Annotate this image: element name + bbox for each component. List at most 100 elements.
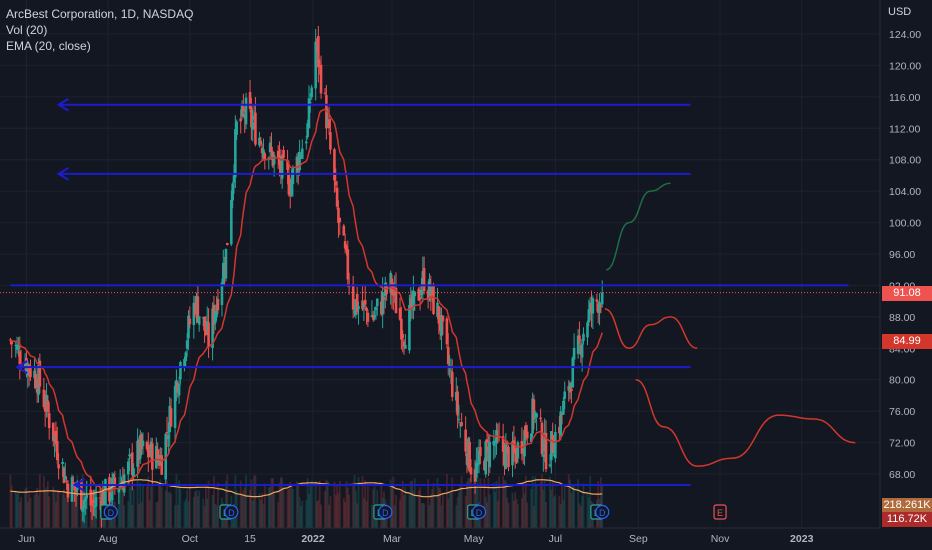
candle-body (504, 444, 508, 470)
candle-body (288, 190, 292, 196)
volume-bar (10, 485, 13, 528)
projection-curve[interactable] (635, 378, 856, 467)
candle-body (270, 146, 273, 152)
volume-bar (357, 476, 360, 528)
candle-body (438, 320, 442, 332)
candle-body (539, 417, 542, 420)
candle-body (515, 451, 518, 463)
candle-body (464, 429, 467, 452)
candle-body (117, 488, 121, 493)
candle-body (98, 497, 102, 499)
projection-curve[interactable] (604, 308, 698, 350)
volume-bar (129, 487, 132, 528)
candle-body (493, 445, 497, 447)
candle-body (140, 434, 143, 450)
volume-bar (587, 497, 590, 528)
projection-curve[interactable] (605, 182, 671, 271)
dividend-marker-icon[interactable] (224, 504, 239, 520)
volume-bar (393, 505, 396, 528)
time-axis-tick-label: Jul (549, 533, 562, 545)
volume-bar (354, 490, 357, 528)
volume-bar (476, 475, 479, 528)
dividend-marker-icon[interactable] (103, 504, 118, 520)
volume-bar (346, 488, 349, 528)
candle-body (156, 449, 159, 459)
candle-body (587, 309, 591, 323)
candle-body (357, 306, 360, 310)
volume-bar (176, 505, 179, 528)
candle-body (110, 477, 114, 500)
ema-price-tag: 84.99 (882, 334, 932, 349)
dividend-marker-icon[interactable] (471, 504, 487, 520)
candle-body (382, 297, 386, 300)
volume-bar (336, 485, 339, 528)
volume-bar (175, 474, 178, 528)
candle-body (542, 454, 545, 457)
candle-body (299, 156, 303, 158)
volume-bar (269, 486, 272, 528)
chart-legend: ArcBest Corporation, 1D, NASDAQ Vol (20)… (6, 6, 193, 54)
candle-body (235, 121, 238, 135)
candle-body (70, 477, 74, 502)
volume-bar (273, 492, 276, 528)
candle-body (570, 388, 573, 392)
price-axis-tick-label: 80.00 (889, 375, 915, 387)
volume-bar (522, 485, 525, 528)
candle-body (65, 481, 68, 483)
candle-body (231, 183, 234, 201)
candle-body (26, 363, 30, 376)
dividend-marker-icon[interactable] (595, 504, 610, 520)
volume-bar (167, 492, 170, 528)
candle-body (579, 345, 583, 355)
dividend-marker-icon[interactable] (378, 504, 393, 520)
candle-body (51, 422, 55, 441)
volume-bar (166, 480, 168, 528)
candle-body (477, 450, 481, 465)
volume-bar (356, 503, 359, 528)
volume-bar (401, 481, 404, 528)
ema-indicator-label[interactable]: EMA (20, close) (6, 39, 91, 53)
volume-bar (492, 482, 495, 528)
volume-tag: 116.72K (882, 512, 932, 527)
volume-bar (507, 502, 510, 528)
volume-bar (561, 483, 563, 528)
dividend-marker-label: D (382, 508, 389, 518)
candle-body (418, 297, 422, 300)
candle-body (14, 344, 18, 346)
candle-body (34, 373, 38, 388)
candle-body (465, 453, 469, 465)
candle-body (503, 448, 506, 466)
volume-bar (18, 502, 21, 528)
volume-bar (326, 481, 329, 528)
earnings-marker-icon[interactable] (713, 504, 727, 520)
volume-bar (427, 479, 430, 528)
volume-bar (571, 485, 574, 528)
candle-body (145, 442, 149, 450)
volume-bar (286, 489, 289, 528)
candle-body (476, 462, 479, 466)
dividend-marker-label: D (228, 508, 235, 518)
volume-bar (298, 497, 301, 528)
volume-bar (44, 489, 47, 528)
candle-body (259, 140, 263, 144)
volume-bar (400, 490, 403, 528)
volume-bar (542, 489, 545, 528)
volume-bar (34, 493, 37, 528)
candle-body (563, 391, 567, 399)
volume-ma-line (10, 479, 603, 498)
price-axis-tick-label: 104.00 (889, 186, 921, 198)
volume-bar (271, 478, 274, 528)
candle-body (390, 278, 394, 296)
symbol-title[interactable]: ArcBest Corporation, 1D, NASDAQ (6, 7, 194, 21)
time-axis-panel (0, 528, 880, 550)
candle-body (432, 284, 435, 314)
candle-body (582, 333, 585, 341)
price-axis-tick-label: 112.00 (889, 123, 920, 135)
candle-body (353, 310, 356, 313)
candle-body (449, 370, 453, 372)
candle-body (33, 370, 36, 379)
volume-bar (558, 495, 561, 528)
volume-indicator-label[interactable]: Vol (20) (6, 23, 48, 37)
candle-body (90, 503, 94, 506)
